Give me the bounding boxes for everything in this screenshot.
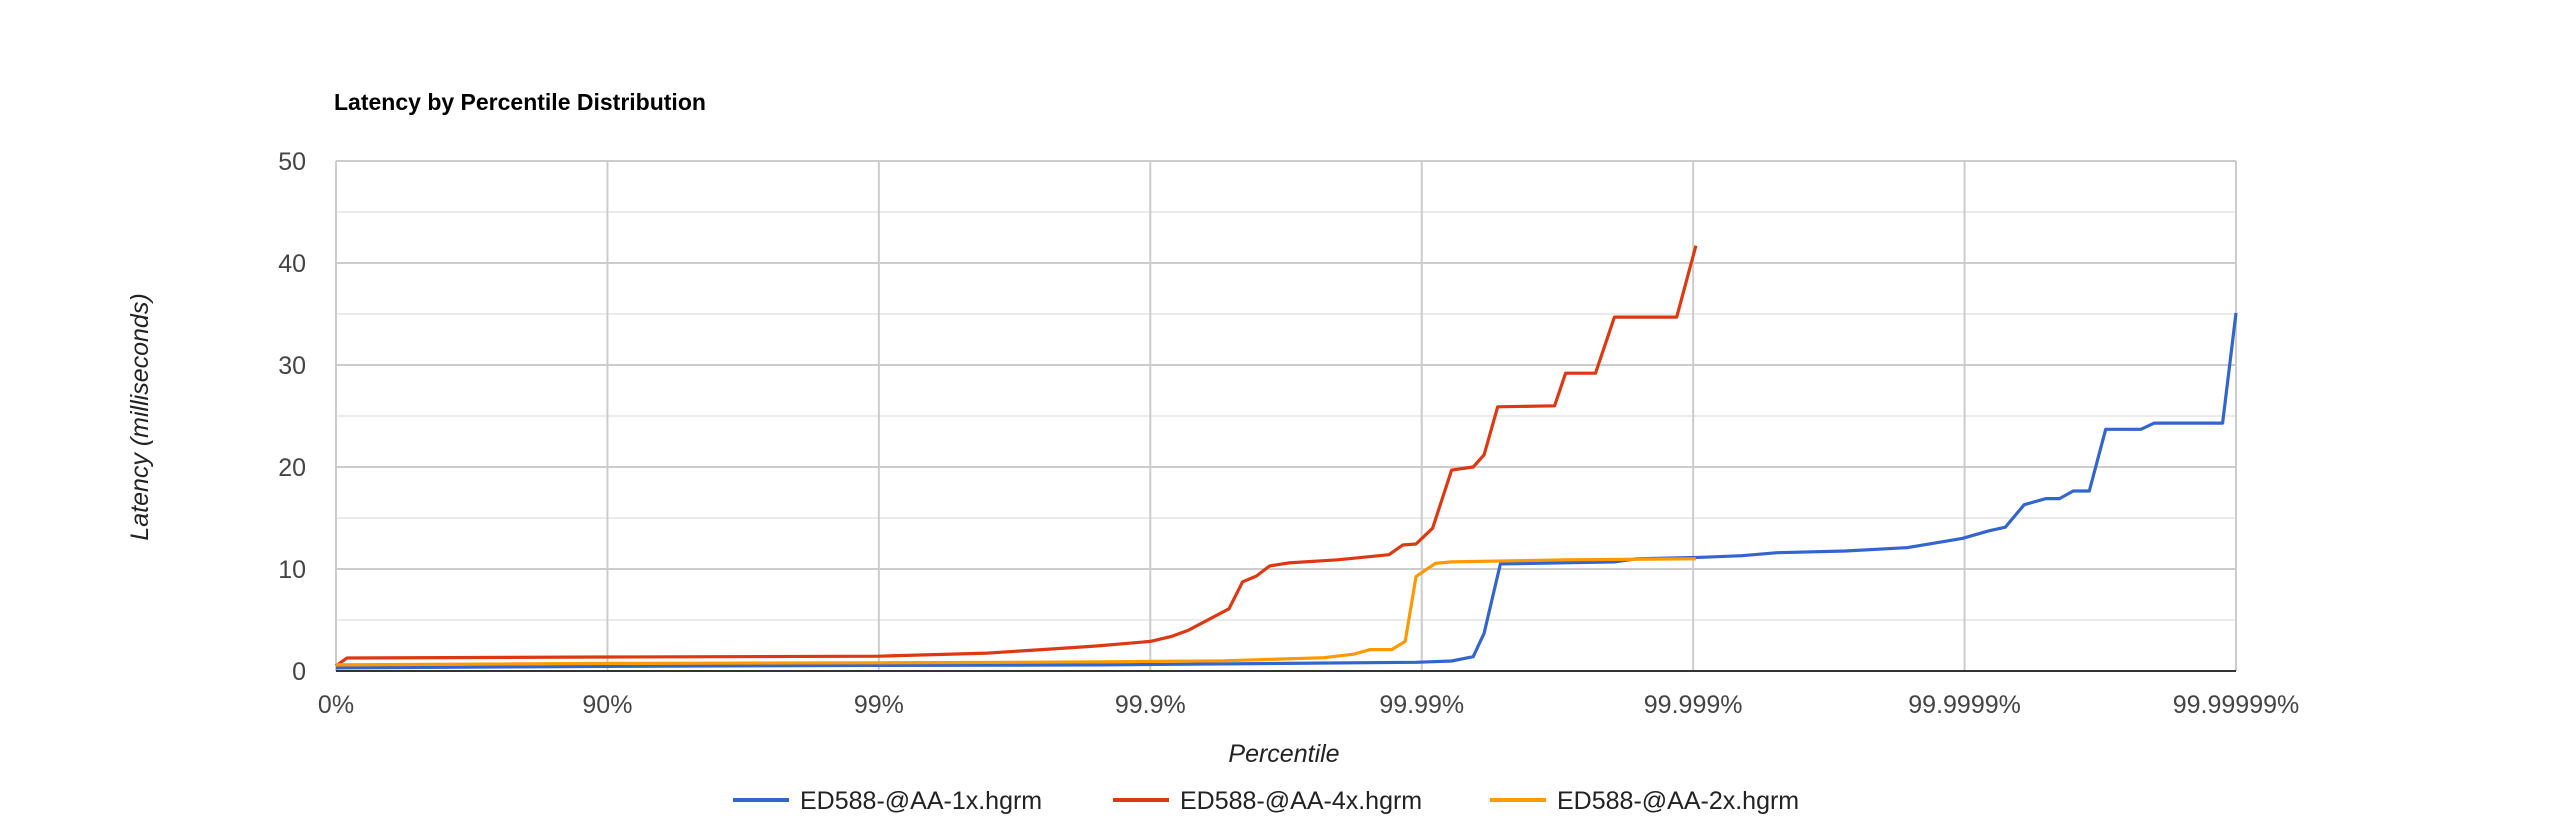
y-tick-label: 20	[278, 454, 306, 482]
gridlines	[335, 160, 2237, 672]
legend-label: ED588-@AA-1x.hgrm	[800, 787, 1042, 815]
y-tick-label: 50	[278, 148, 306, 176]
x-tick-label: 99.99%	[1379, 691, 1464, 719]
legend-item: ED588-@AA-2x.hgrm	[1490, 787, 1799, 815]
x-tick-label: 90%	[582, 691, 632, 719]
series-lines	[335, 245, 2238, 670]
x-tick-label: 0%	[318, 691, 354, 719]
x-tick-label: 99.999%	[1644, 691, 1743, 719]
y-axis-ticks: 0 10 20 30 40 50	[278, 148, 306, 686]
legend-item: ED588-@AA-1x.hgrm	[733, 787, 1042, 815]
series-line-3	[335, 557, 1696, 667]
y-tick-label: 10	[278, 556, 306, 584]
series-line-1	[335, 312, 2238, 670]
x-tick-label: 99.99999%	[2173, 691, 2300, 719]
legend-label: ED588-@AA-2x.hgrm	[1557, 787, 1799, 815]
legend: ED588-@AA-1x.hgrm ED588-@AA-4x.hgrm ED588-…	[733, 787, 1799, 815]
x-axis-ticks: 0% 90% 99% 99.9% 99.99% 99.999% 99.9999% 99.999…	[318, 691, 2299, 719]
legend-label: ED588-@AA-4x.hgrm	[1180, 787, 1422, 815]
x-tick-label: 99%	[854, 691, 904, 719]
y-tick-label: 40	[278, 250, 306, 278]
x-tick-label: 99.9%	[1115, 691, 1186, 719]
legend-item: ED588-@AA-4x.hgrm	[1113, 787, 1422, 815]
y-tick-label: 30	[278, 352, 306, 380]
series-line-2	[335, 245, 1698, 668]
y-axis-title: Latency (milliseconds)	[126, 293, 154, 540]
chart-title: Latency by Percentile Distribution	[334, 89, 706, 115]
y-tick-label: 0	[292, 658, 306, 686]
x-tick-label: 99.9999%	[1908, 691, 2021, 719]
x-axis-title: Percentile	[1228, 740, 1339, 768]
